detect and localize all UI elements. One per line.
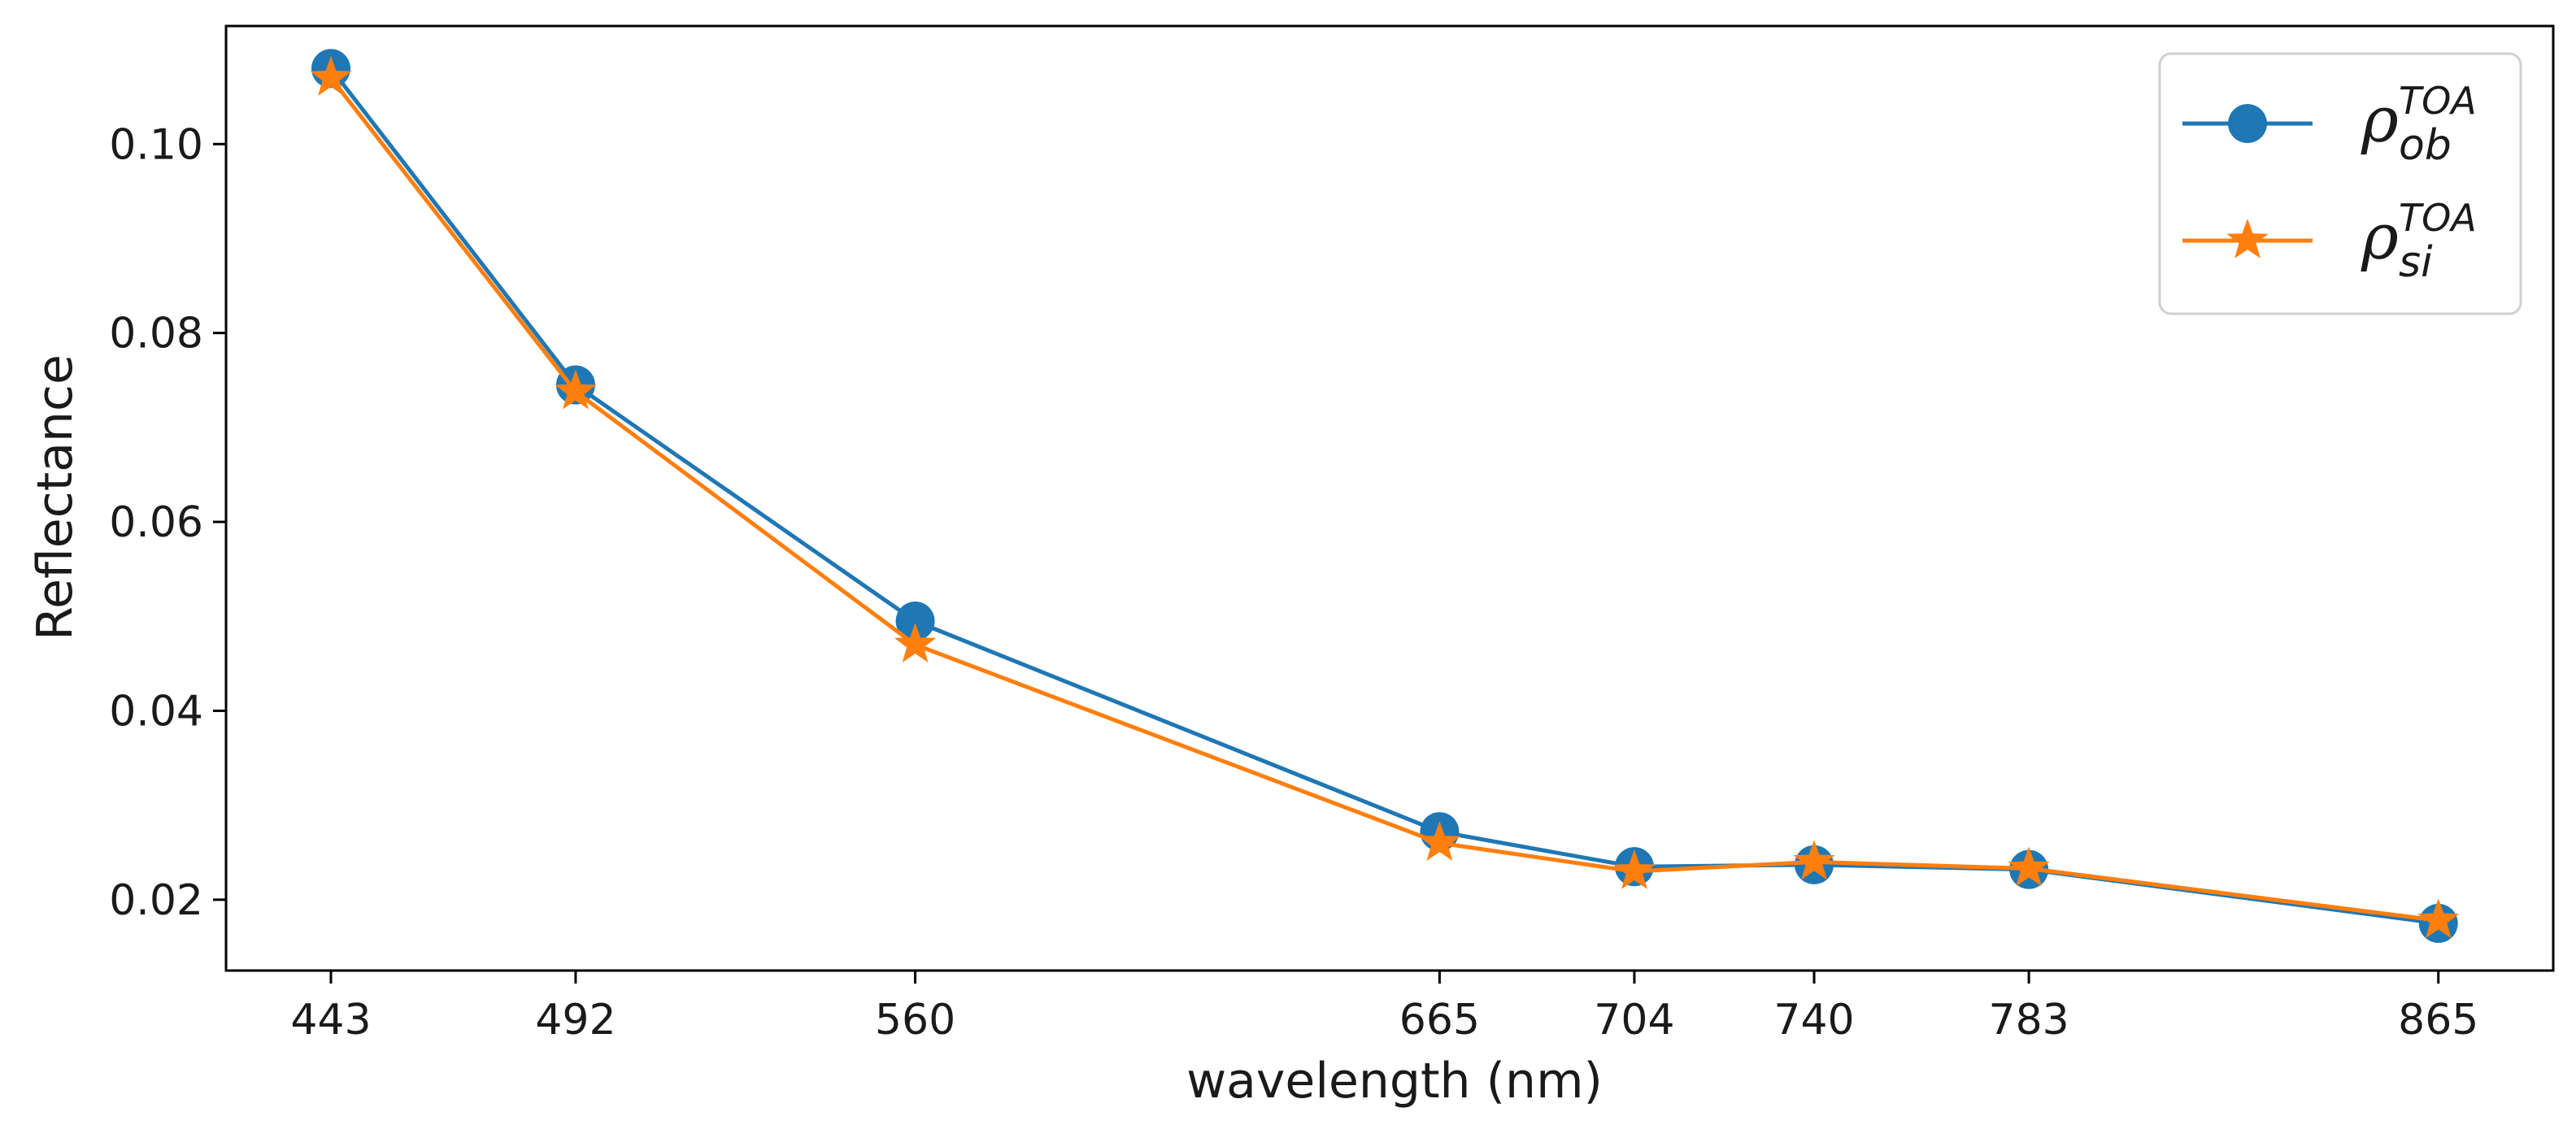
legend-label-simulated: ρ TOA si xyxy=(2361,196,2480,287)
legend-superscript-observed: TOA xyxy=(2399,79,2477,123)
legend-marker-circle xyxy=(2228,104,2267,143)
x-tick-label: 704 xyxy=(1594,996,1674,1045)
data-point-star xyxy=(1613,849,1656,889)
data-point-star xyxy=(2417,898,2460,939)
x-axis-label: wavelength (nm) xyxy=(1186,1053,1603,1110)
plot-area: 443 492 560 665 704 740 783 865 0.02 0.04 0.06 0.08… xyxy=(109,24,2555,1045)
legend-subscript-observed: ob xyxy=(2399,121,2452,170)
x-tick-label: 443 xyxy=(290,996,371,1045)
data-point-star xyxy=(310,55,352,96)
legend: ρ TOA ob ρ TOA si xyxy=(2158,52,2522,315)
data-point-star xyxy=(1418,821,1461,861)
series-observed xyxy=(311,49,2458,943)
legend-marker-star xyxy=(2226,219,2269,258)
x-tick-label: 560 xyxy=(875,996,955,1045)
legend-superscript-simulated: TOA xyxy=(2399,196,2477,240)
series-simulated xyxy=(310,55,2460,939)
legend-subscript-simulated: si xyxy=(2399,238,2433,287)
data-point-star xyxy=(555,369,597,410)
data-point-star xyxy=(1793,840,1835,880)
y-tick-label: 0.08 xyxy=(109,310,203,358)
legend-symbol-simulated: ρ xyxy=(2361,201,2399,274)
legend-entry-observed: ρ TOA ob xyxy=(2182,79,2480,170)
y-tick-label: 0.10 xyxy=(109,120,203,169)
legend-symbol-observed: ρ xyxy=(2361,84,2399,157)
y-tick-label: 0.06 xyxy=(109,498,203,547)
legend-label-observed: ρ TOA ob xyxy=(2361,79,2480,170)
legend-entry-simulated: ρ TOA si xyxy=(2182,196,2480,287)
y-axis-label: Reflectance xyxy=(27,354,84,641)
series-line xyxy=(329,67,2439,926)
data-point-star xyxy=(2008,846,2050,887)
x-tick-label: 492 xyxy=(535,996,616,1045)
y-tick-label: 0.02 xyxy=(109,876,203,925)
x-tick-label: 783 xyxy=(1988,996,2069,1045)
plot-frame xyxy=(224,24,2555,972)
x-tick-label: 740 xyxy=(1773,996,1854,1045)
data-point-star xyxy=(894,623,937,662)
x-tick-label: 665 xyxy=(1399,996,1480,1045)
series-line xyxy=(329,76,2439,923)
x-tick-label: 865 xyxy=(2398,996,2478,1045)
data-point-circle xyxy=(895,602,935,641)
y-tick-label: 0.04 xyxy=(109,687,203,736)
